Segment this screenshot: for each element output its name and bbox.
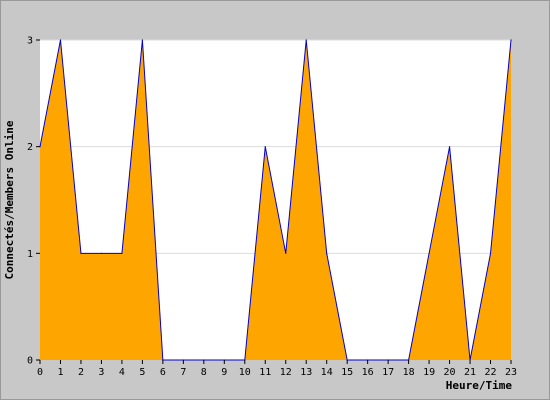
data-point xyxy=(141,39,143,41)
x-tick-label: 21 xyxy=(464,367,476,378)
x-tick-label: 1 xyxy=(57,367,63,378)
x-tick-label: 18 xyxy=(403,367,415,378)
x-tick-label: 16 xyxy=(362,367,374,378)
data-point xyxy=(326,252,328,254)
x-tick-label: 20 xyxy=(444,367,456,378)
y-axis-label: Connectés/Members Online xyxy=(3,120,16,279)
series-line xyxy=(39,39,512,361)
x-axis-label: Heure/Time xyxy=(446,379,513,392)
data-point xyxy=(489,252,492,254)
x-tick-label: 6 xyxy=(160,367,166,378)
data-point xyxy=(59,39,62,41)
data-point xyxy=(80,252,82,254)
x-tick-label: 9 xyxy=(221,367,227,378)
x-tick-label: 10 xyxy=(239,367,251,378)
data-point xyxy=(285,252,287,254)
data-point xyxy=(428,252,430,254)
x-tick-label: 22 xyxy=(484,367,496,378)
x-tick-label: 19 xyxy=(423,367,435,378)
x-tick-label: 8 xyxy=(201,367,207,378)
y-tick-label: 1 xyxy=(27,249,33,260)
x-tick-label: 12 xyxy=(280,367,292,378)
x-tick-label: 0 xyxy=(37,367,43,378)
y-tick-label: 0 xyxy=(27,356,33,367)
data-point xyxy=(121,252,123,254)
x-tick-label: 13 xyxy=(300,367,312,378)
x-tick-label: 7 xyxy=(180,367,186,378)
data-point xyxy=(264,146,266,148)
x-tick-label: 14 xyxy=(321,367,333,378)
y-tick-label: 3 xyxy=(27,36,33,47)
data-point xyxy=(510,39,512,41)
x-tick-label: 4 xyxy=(119,367,125,378)
x-tick-label: 2 xyxy=(78,367,84,378)
x-tick-label: 15 xyxy=(341,367,353,378)
x-axis-ticks: 0 1 2 3 4 5 6 7 8 9 10 11 12 13 14 15 16 17 18 19 20 21 22 23 xyxy=(37,360,517,378)
x-tick-label: 11 xyxy=(259,367,271,378)
x-tick-label: 3 xyxy=(98,367,104,378)
data-point xyxy=(100,252,103,254)
data-point xyxy=(305,39,307,41)
x-tick-label: 23 xyxy=(505,367,517,378)
y-axis-ticks: 0 1 2 3 xyxy=(27,36,40,367)
x-tick-label: 5 xyxy=(139,367,145,378)
x-tick-label: 17 xyxy=(382,367,394,378)
y-tick-label: 2 xyxy=(27,142,33,153)
data-point xyxy=(448,146,451,148)
